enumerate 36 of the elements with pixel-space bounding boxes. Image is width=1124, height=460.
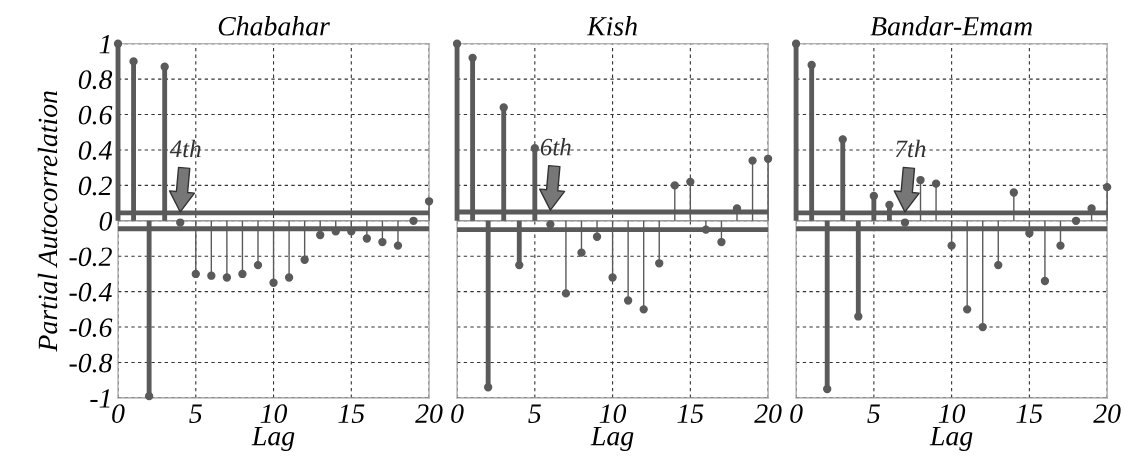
x-tick-label: 15 xyxy=(1016,404,1043,423)
chart-title: Chabahar xyxy=(218,16,330,36)
x-tick-label: 0 xyxy=(112,404,125,423)
x-tick-label: 5 xyxy=(528,404,541,423)
y-tick-label: -0.2 xyxy=(69,247,112,267)
x-tick-label: 20 xyxy=(754,404,782,423)
y-tick-label: 0.6 xyxy=(78,105,113,125)
y-tick-label: -1 xyxy=(90,389,110,408)
x-axis-title: Lag xyxy=(929,426,973,452)
annotation: 6th xyxy=(540,137,571,156)
annotation: 4th xyxy=(169,139,201,158)
x-tick-label: 10 xyxy=(938,404,966,423)
chart-title: Bandar-Emam xyxy=(870,16,1032,36)
y-tick-label: -0.4 xyxy=(69,282,112,302)
y-tick-label: 0.4 xyxy=(78,141,112,160)
x-tick-label: 15 xyxy=(677,404,704,423)
x-tick-label: 10 xyxy=(599,404,627,423)
x-tick-label: 5 xyxy=(867,404,880,423)
chart-title: Kish xyxy=(586,16,637,36)
x-tick-label: 5 xyxy=(189,404,202,423)
x-axis-title: Lag xyxy=(590,426,634,452)
y-tick-label: 1 xyxy=(99,35,110,54)
x-tick-label: 15 xyxy=(338,404,365,423)
x-axis-title: Lag xyxy=(251,426,295,452)
y-tick-label: -0.6 xyxy=(69,318,113,338)
y-tick-label: 0.8 xyxy=(78,70,113,90)
y-axis-title: Partial Autocorrelation xyxy=(37,91,58,352)
x-tick-label: 20 xyxy=(1093,404,1121,423)
y-tick-label: -0.8 xyxy=(69,353,113,373)
annotation: 7th xyxy=(895,139,926,158)
y-tick-label: 0 xyxy=(99,211,113,231)
x-tick-label: 0 xyxy=(451,404,464,423)
x-tick-label: 10 xyxy=(260,404,288,423)
x-tick-label: 20 xyxy=(415,404,443,423)
y-tick-label: 0.2 xyxy=(78,176,112,196)
x-tick-label: 0 xyxy=(790,404,803,423)
